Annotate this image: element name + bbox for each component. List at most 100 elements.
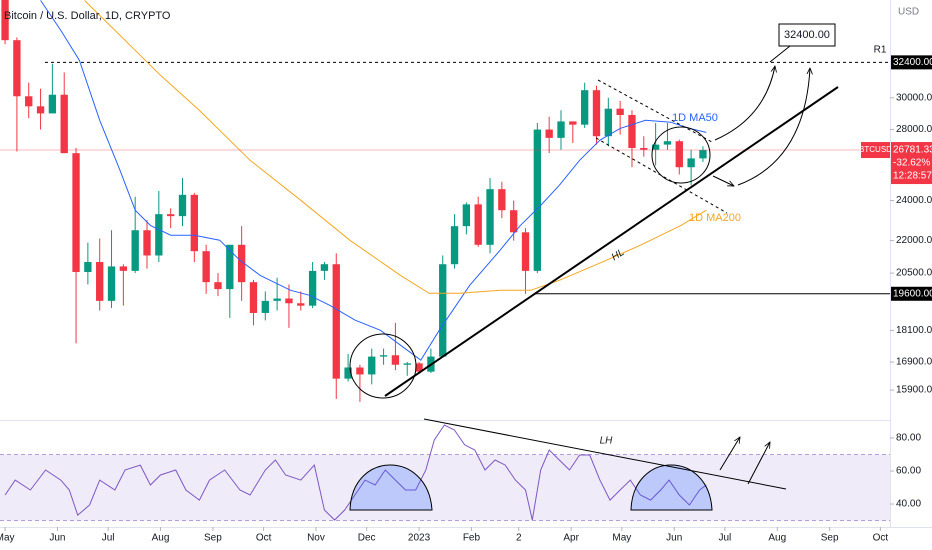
level-label-box: [891, 55, 932, 70]
candle-body: [273, 298, 281, 301]
x-tick-label: 2023: [408, 533, 431, 544]
candle-body: [60, 94, 68, 154]
candle-body: [498, 189, 506, 211]
candle-body: [474, 204, 482, 245]
candle-body: [48, 94, 57, 114]
x-tick-label: Aug: [768, 533, 786, 544]
candle-body: [580, 90, 589, 125]
x-tick-label: Aug: [152, 533, 170, 544]
y-tick-label: 22000.00: [896, 235, 932, 246]
candle-body: [462, 204, 471, 227]
candle-body: [616, 108, 624, 115]
y-tick-label: 18100.00: [896, 325, 932, 336]
chart-title: Bitcoin / U.S. Dollar, 1D, CRYPTO: [4, 10, 171, 22]
x-tick-label: 2: [516, 533, 522, 544]
candle-body: [403, 363, 411, 365]
x-tick-label: Sep: [204, 533, 222, 544]
rsi-band: [0, 454, 890, 521]
candle-body: [640, 148, 648, 150]
candle-body: [699, 150, 707, 159]
candle-body: [592, 90, 601, 137]
candle-body: [450, 226, 459, 265]
y-tick-label: 40.00: [896, 499, 921, 510]
x-tick-label: Jul: [719, 533, 732, 544]
candle-body: [202, 251, 210, 283]
symbol-box: [861, 142, 890, 159]
candle-body: [107, 266, 116, 301]
candle-body: [675, 141, 683, 168]
countdown-label: 12:28:57: [893, 171, 932, 182]
candle-body: [1, 0, 9, 41]
y-tick-label: 80.00: [896, 433, 921, 444]
arrow: [737, 68, 810, 186]
level-label-box: [891, 286, 932, 301]
candle-body: [308, 270, 317, 306]
candle-body: [651, 144, 660, 150]
candle-body: [178, 194, 187, 217]
candle-body: [25, 96, 33, 107]
candle-body: [415, 363, 423, 372]
rsi-dome: [349, 464, 433, 511]
rsi-pane: [0, 424, 890, 522]
candle-body: [36, 106, 45, 114]
candle-body: [226, 244, 234, 290]
y-tick-label: 24000.00: [896, 195, 932, 206]
y-tick-label: 16900.00: [896, 357, 932, 368]
candle-body: [510, 210, 518, 233]
x-tick-label: Jul: [102, 533, 115, 544]
x-tick-label: Dec: [358, 533, 376, 544]
price-label: 26781.33: [893, 145, 932, 156]
y-tick-label: 20500.00: [896, 268, 932, 279]
candle-body: [320, 264, 329, 271]
trendline: [384, 86, 839, 397]
series-line: [84, 0, 707, 294]
callout-box: [778, 23, 836, 47]
circle: [349, 333, 417, 399]
x-tick-label: Sep: [821, 533, 839, 544]
rsi-trendline: [423, 418, 787, 490]
candle-body: [344, 367, 352, 379]
arrow: [714, 66, 775, 141]
callout-label: 32400.00: [784, 29, 830, 41]
candle-body: [368, 356, 376, 375]
series-label: 1D MA200: [689, 212, 741, 224]
annotations: 32400.00 R1 HL LH: [349, 23, 887, 511]
annotation-label: R1: [874, 45, 887, 56]
candle-body: [569, 121, 577, 125]
channel-line: [597, 79, 713, 143]
candle-body: [687, 158, 695, 168]
candle-body: [214, 282, 222, 290]
candle-body: [379, 355, 388, 357]
annotation-label: LH: [600, 436, 614, 447]
candle-body: [96, 262, 104, 301]
currency-label: USD: [898, 7, 919, 18]
candle-body: [285, 298, 293, 304]
candle-body: [84, 262, 92, 272]
arrow: [712, 175, 734, 187]
candle-body: [521, 232, 530, 271]
symbol-label: BTCUSD: [859, 145, 892, 154]
candle-body: [72, 153, 80, 272]
x-tick-label: Feb: [463, 533, 481, 544]
candle-body: [261, 300, 269, 313]
series-label: 1D MA50: [672, 112, 718, 124]
level-label: 32400.00: [893, 57, 932, 68]
x-tick-label: Oct: [256, 533, 272, 544]
arrow: [747, 442, 770, 485]
price-box: [891, 142, 932, 185]
candle-body: [545, 129, 553, 138]
candle-body: [356, 367, 364, 375]
candle-body: [297, 303, 305, 306]
axes: 30000.00 28000.00 24000.00 22000.00 20500.00…: [0, 55, 932, 544]
candle-body: [486, 189, 494, 245]
candle-body: [557, 121, 565, 138]
x-tick-label: Oct: [873, 533, 889, 544]
candle-body: [237, 244, 246, 283]
level-label: 19600.00: [893, 288, 932, 299]
x-tick-label: Jun: [666, 533, 682, 544]
y-tick-label: 28000.00: [896, 124, 932, 135]
change-label: -32.62%: [893, 158, 930, 169]
candle-body: [143, 230, 151, 256]
